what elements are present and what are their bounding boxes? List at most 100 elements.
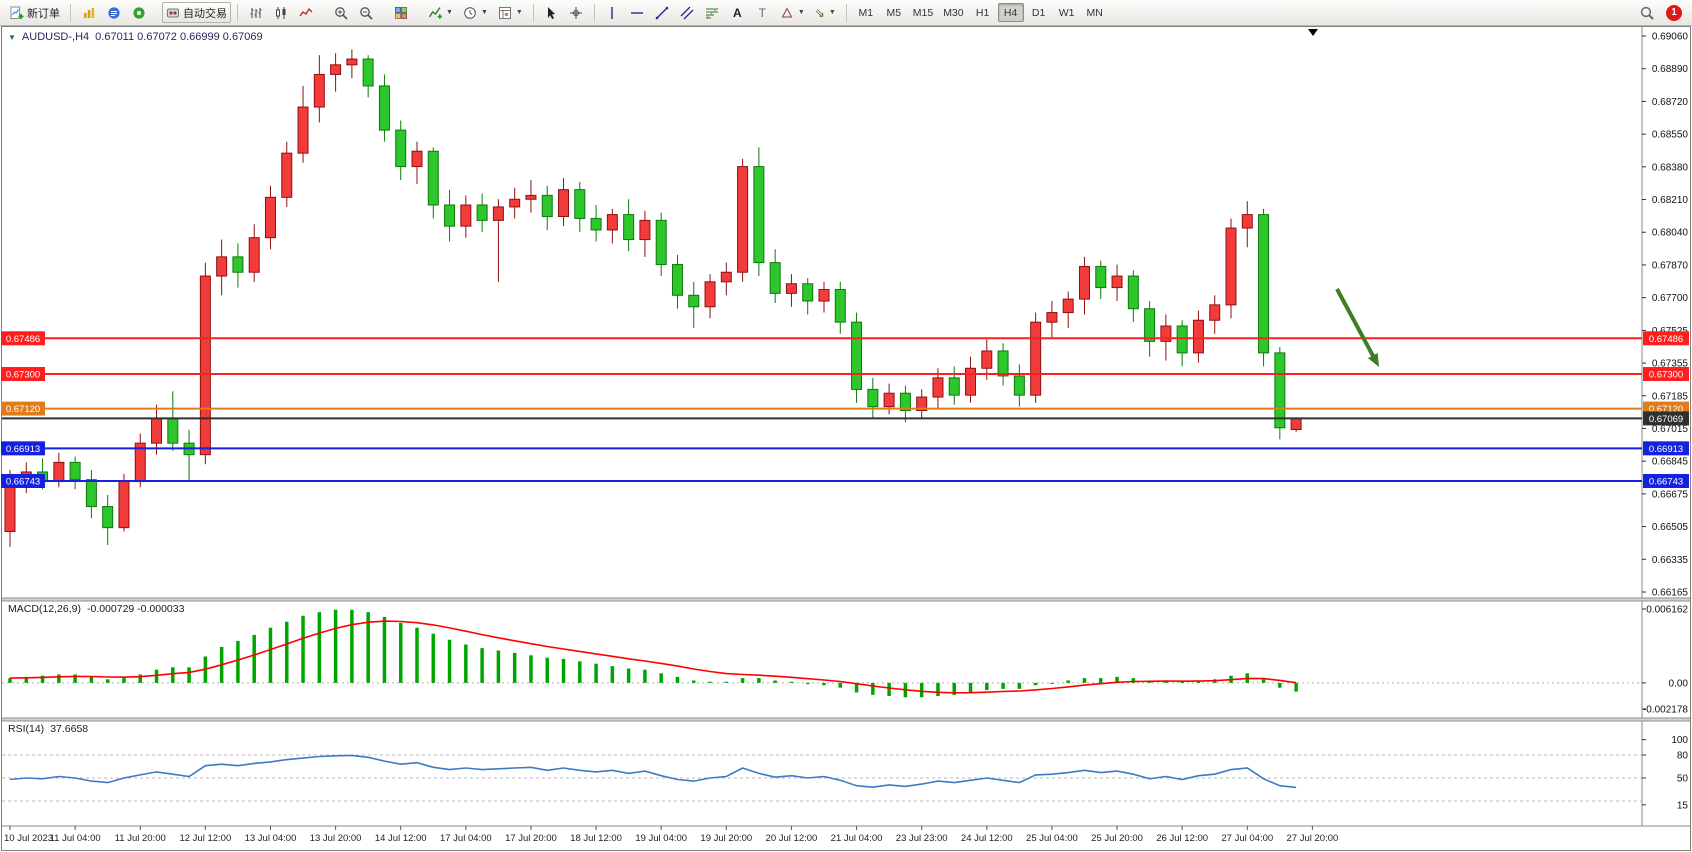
zoom-in-button[interactable] <box>329 2 352 23</box>
candle-body <box>574 189 586 219</box>
shapes-button[interactable]: ▼ <box>776 2 809 23</box>
trendline-button[interactable] <box>651 2 674 23</box>
macd-tick-label: 0.006162 <box>1646 605 1688 616</box>
timeframe-d1[interactable]: D1 <box>1031 6 1046 19</box>
candlestick-chart-button[interactable] <box>269 2 292 23</box>
pane-splitter[interactable] <box>2 718 1690 721</box>
new-order-button[interactable]: 新订单 <box>6 2 64 23</box>
price-axis[interactable] <box>1642 35 1646 593</box>
timeframe-h4[interactable]: H4 <box>997 3 1024 22</box>
macd-bar <box>952 682 956 695</box>
separator <box>845 3 847 22</box>
price-tag <box>1643 411 1689 426</box>
cursor-button[interactable] <box>540 2 563 23</box>
channel-button[interactable] <box>676 2 699 23</box>
candle-body <box>834 289 846 323</box>
candle-body <box>525 194 537 200</box>
text-button[interactable]: A <box>726 2 749 23</box>
dropdown-arrow-icon: ▼ <box>797 9 805 16</box>
trend-arrow[interactable] <box>1335 288 1377 360</box>
navigator-button[interactable] <box>127 2 150 23</box>
price-tag <box>1643 473 1689 488</box>
periods-button[interactable]: ▼ <box>459 2 492 23</box>
fibonacci-button[interactable] <box>701 2 724 23</box>
text-icon: A <box>732 5 742 20</box>
new-order-label: 新订单 <box>27 7 60 20</box>
data-window-button[interactable] <box>102 2 125 23</box>
timeframe-m1[interactable]: M1 <box>858 6 874 19</box>
pane-splitter[interactable] <box>2 598 1690 601</box>
timeframe-w1[interactable]: W1 <box>1058 6 1075 19</box>
price-tick-label: 0.68720 <box>1652 97 1689 108</box>
search-button[interactable] <box>1635 2 1658 23</box>
separator <box>532 3 534 22</box>
shift-marker-icon[interactable] <box>1308 29 1318 36</box>
dropdown-arrow-icon: ▼ <box>828 9 836 16</box>
candle-body <box>851 321 863 390</box>
timeframe-m5[interactable]: M5 <box>886 6 902 19</box>
trendline-icon <box>656 6 669 19</box>
macd-bar <box>382 616 387 683</box>
timeframe-h1[interactable]: H1 <box>975 6 990 19</box>
macd-bar <box>578 661 582 683</box>
market-watch-button[interactable] <box>77 2 100 23</box>
candle-body <box>216 256 228 277</box>
time-axis[interactable] <box>9 826 1313 830</box>
macd-bar <box>838 682 843 688</box>
trend-arrow-head[interactable] <box>1367 352 1379 367</box>
arrows-tool-button[interactable]: ⇘ ▼ <box>811 2 840 23</box>
line-chart-button[interactable] <box>294 2 317 23</box>
time-tick-label: 25 Jul 20:00 <box>1091 833 1143 844</box>
candle-body <box>818 289 830 302</box>
macd-bar <box>919 682 924 698</box>
timeframe-m30[interactable]: M30 <box>943 6 964 19</box>
data-window-icon <box>107 6 120 19</box>
time-tick-label: 23 Jul 23:00 <box>896 833 948 844</box>
price-tag <box>1643 331 1689 346</box>
candle-body <box>541 194 553 218</box>
macd-bar <box>871 682 875 695</box>
vertical-line-button[interactable] <box>601 2 624 23</box>
candle-body <box>85 479 97 508</box>
price-tick-label: 0.68550 <box>1652 130 1689 141</box>
horizontal-line-button[interactable] <box>626 2 649 23</box>
text-label-button[interactable]: T <box>751 2 774 23</box>
candle-body <box>802 283 814 302</box>
candle-body <box>932 377 944 398</box>
macd-bar <box>8 678 12 683</box>
price-tick-label: 0.68890 <box>1652 64 1689 75</box>
time-tick-label: 13 Jul 04:00 <box>245 833 297 844</box>
candle-body <box>378 85 390 131</box>
autotrade-button[interactable]: 自动交易 <box>162 2 231 23</box>
macd-bar <box>561 658 566 683</box>
candle-body <box>248 237 260 273</box>
timeframe-m15[interactable]: M15 <box>912 6 934 19</box>
bar-chart-button[interactable] <box>244 2 267 23</box>
time-tick-label: 27 Jul 20:00 <box>1287 833 1339 844</box>
tile-windows-button[interactable] <box>389 2 412 23</box>
zoom-out-button[interactable] <box>354 2 377 23</box>
candle-body <box>1062 298 1074 314</box>
candle-body <box>151 417 163 444</box>
candle-body <box>688 294 700 308</box>
symbol-menu-icon[interactable]: ▼ <box>8 32 16 42</box>
candle-body <box>281 152 293 198</box>
timeframe-mn[interactable]: MN <box>1086 6 1103 19</box>
rsi-value: 37.6658 <box>50 723 89 735</box>
label-icon: T <box>758 5 766 20</box>
time-tick-label: 17 Jul 04:00 <box>440 833 492 844</box>
chart-header: ▼ AUDUSD-,H4 0.67011 0.67072 0.66999 0.6… <box>8 31 263 43</box>
price-tag <box>1 331 45 346</box>
crosshair-button[interactable] <box>565 2 588 23</box>
candle-body <box>965 367 977 396</box>
macd-bar <box>187 667 191 683</box>
templates-button[interactable]: ▼ <box>494 2 527 23</box>
macd-bar <box>789 681 794 683</box>
search-icon <box>1640 6 1654 20</box>
template-icon <box>498 6 511 19</box>
indicators-button[interactable]: ▼ <box>424 2 457 23</box>
time-tick-label: 19 Jul 20:00 <box>700 833 752 844</box>
notification-badge[interactable]: 1 <box>1666 4 1682 21</box>
rsi-tick-label: 80 <box>1677 751 1689 762</box>
